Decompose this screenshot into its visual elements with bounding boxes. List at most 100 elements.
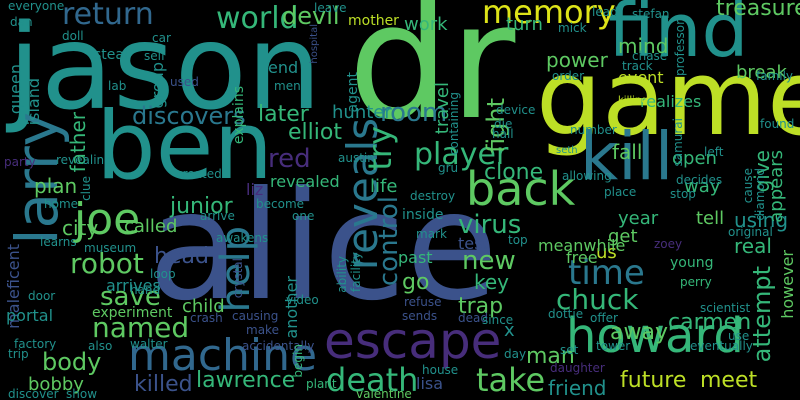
word-head: head [154,244,209,269]
word-walter: walter [130,337,168,351]
word-child: child [182,296,225,317]
word-appears: appears [766,150,787,223]
word-meanwhile: meanwhile [538,236,626,255]
word-destroy: destroy [410,189,456,203]
word-called: called [124,216,178,237]
word-red: red [268,144,311,174]
word-video: video [286,293,319,307]
word-devil: devil [282,2,340,30]
word-experiment: experiment [92,305,173,321]
word-place: place [604,185,637,199]
word-howard: howard [566,308,744,364]
word-dead: dead [458,311,488,325]
word-causing: causing [232,309,279,323]
word-using: using [734,208,789,232]
word-virus: virus [458,210,522,240]
word-car: car [152,31,171,45]
word-city: city [62,216,99,240]
word-make: make [246,323,279,337]
word-ben: ben [96,92,274,201]
word-device: device [496,103,536,117]
word-also: also [88,339,113,353]
word-tell: tell [696,208,725,229]
word-world: world [216,1,299,36]
word-arrives: arrives [106,276,161,295]
word-real: real [734,234,772,258]
word-used: used [170,75,199,89]
word-go: go [402,270,430,295]
word-hunter: hunter [332,102,392,123]
word-professor: professor [673,20,687,77]
word-break: break [736,62,787,83]
word-elliot: elliot [288,120,342,145]
word-day: day [504,347,527,361]
word-chase: chase [632,49,668,63]
word-created: created [176,167,222,181]
word-plant: plant [306,377,337,391]
word-trap: trap [458,294,504,319]
word-test: test [458,234,489,253]
word-turn: turn [506,14,543,35]
word-hall: hall [492,127,514,141]
word-open: open [672,148,717,169]
word-friend: friend [548,376,607,400]
word-explains: explains [231,86,247,145]
word-ability: ability [335,256,349,293]
word-discovers: discovers [132,102,246,130]
word-attempt: attempt [748,266,776,363]
word-lead: lead [592,5,618,19]
word-plan: plan [34,174,78,198]
word-accidentally: accidentally [242,339,315,353]
word-revealed: revealed [270,172,340,191]
word-house: house [422,363,459,377]
word-event: event [618,68,664,87]
word-scientist: scientist [700,301,751,315]
word-death: death [326,361,419,399]
word-crash: crash [190,311,223,325]
word-doll: doll [62,29,84,43]
word-end: end [268,58,299,77]
word-learns: learns [40,235,77,249]
word-new: new [462,246,516,276]
word-perry: perry [680,275,712,289]
word-tower: tower [596,339,631,353]
word-containing: containing [447,92,461,156]
word-set: set [560,343,579,357]
word-return: return [62,0,154,32]
word-loop: loop [150,267,176,281]
word-stop: stop [670,187,696,201]
word-life: life [370,176,398,197]
word-eventually: eventually [690,339,753,353]
word-die: die [494,117,513,131]
word-x: x [504,320,515,341]
word-named: named [92,311,190,344]
word-agent: agent [345,72,361,113]
word-samurai: samurai [671,118,685,167]
word-lisa: lisa [416,374,444,393]
word-since: since [482,313,514,327]
word-later: later [258,102,309,127]
word-past: past [398,248,433,267]
word-diamond: diamond [753,168,767,221]
word-zoey: zoey [654,237,683,251]
word-liz: liz [246,180,264,199]
word-lawrence: lawrence [196,368,296,393]
word-get: get [608,226,638,247]
word-player: player [414,137,509,172]
word-hospital: hospital [309,24,320,64]
word-inside: inside [402,207,444,223]
word-revealing: revealing [56,153,112,167]
word-island: island [24,78,43,126]
word-home: home [44,197,79,211]
word-game: game [536,37,800,159]
word-chuck: chuck [556,283,639,316]
word-power: power [546,48,608,72]
word-killing: killing [618,95,648,106]
word-number: number [570,123,617,137]
word-decides: decides [676,173,723,187]
word-leave: leave [314,1,347,15]
word-use: use [728,329,750,343]
word-group: group [148,62,167,109]
word-escape: escape [324,312,502,370]
word-however: however [778,250,797,319]
